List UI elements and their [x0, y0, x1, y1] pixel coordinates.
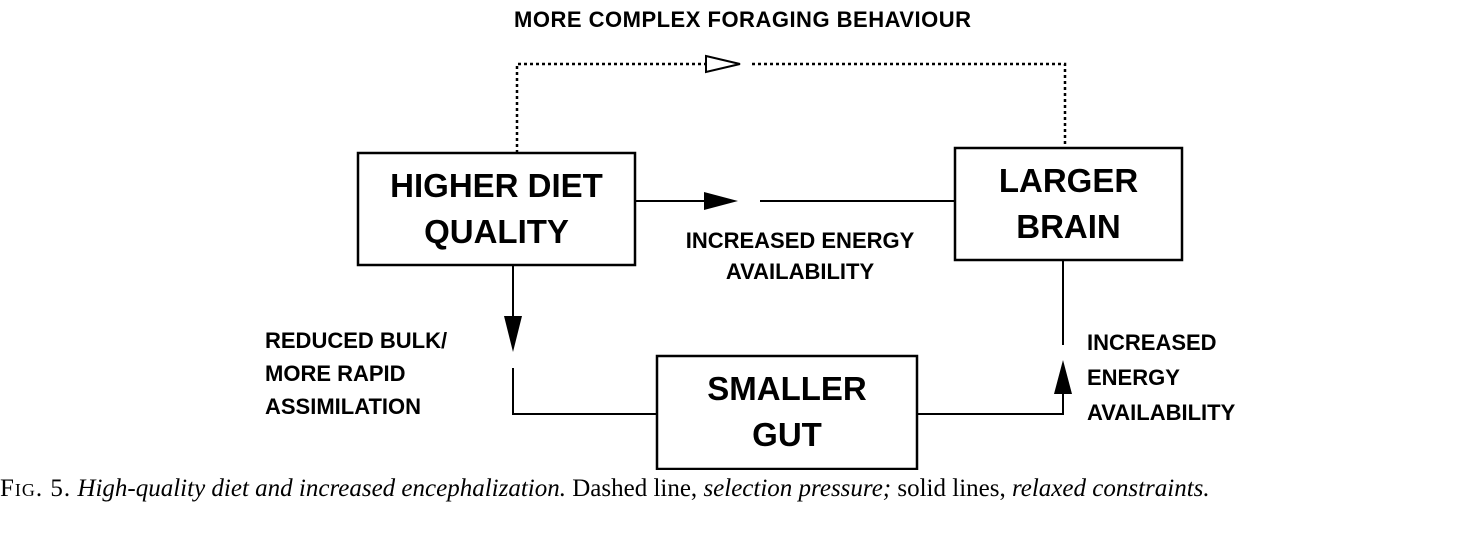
gut-box	[655, 354, 919, 470]
gut-box-label: SMALLER GUT	[657, 366, 917, 458]
brain-box-line-2: BRAIN	[1016, 208, 1121, 245]
dashed-selection-line	[515, 62, 710, 153]
caption-text-2: solid lines,	[897, 475, 1006, 502]
diet-box	[356, 151, 637, 267]
figure-number: Fig. 5.	[0, 475, 72, 502]
diet-to-gut-line	[512, 368, 657, 415]
diet-to-brain-arrowhead	[704, 192, 738, 210]
gut-box-line-1: SMALLER	[707, 370, 867, 407]
left-bulk-line-3: ASSIMILATION	[265, 394, 422, 419]
caption-text-1: Dashed line,	[572, 475, 698, 502]
gut-to-brain-line	[917, 392, 1064, 415]
diet-box-label: HIGHER DIET QUALITY	[358, 163, 635, 255]
right-energy-line-1: INCREASED	[1087, 330, 1217, 355]
diet-box-line-1: HIGHER DIET	[390, 167, 603, 204]
flow-diagram	[356, 54, 1184, 470]
top-label: MORE COMPLEX FORAGING BEHAVIOUR	[514, 7, 972, 32]
gut-to-brain-arrowhead	[1054, 360, 1072, 394]
center-energy-line-2: AVAILABILITY	[725, 259, 875, 284]
caption-term-2: relaxed constraints.	[1011, 475, 1210, 502]
right-energy-line-2: ENERGY	[1087, 365, 1180, 390]
diet-down-arrowhead	[504, 316, 522, 352]
center-energy-line-1: INCREASED ENERGY	[685, 228, 915, 253]
hollow-arrowhead	[705, 54, 741, 74]
caption-term-1: selection pressure;	[703, 475, 892, 502]
left-bulk-line-2: MORE RAPID	[265, 361, 406, 386]
diet-box-line-2: QUALITY	[424, 213, 569, 250]
caption-title: High-quality diet and increased encephal…	[77, 475, 566, 502]
gut-box-line-2: GUT	[752, 416, 822, 453]
brain-box-line-1: LARGER	[998, 162, 1139, 199]
center-energy-label: INCREASED ENERGY AVAILABILITY	[655, 225, 945, 287]
brain-box-label: LARGER BRAIN	[955, 158, 1182, 250]
right-energy-line-3: AVAILABILITY	[1087, 400, 1236, 425]
left-bulk-line-1: REDUCED BULK/	[265, 328, 448, 353]
brain-box	[953, 146, 1184, 262]
figure-caption: Fig. 5. High-quality diet and increased …	[0, 474, 1477, 503]
dashed-selection-line-right	[752, 62, 1067, 148]
left-bulk-label: REDUCED BULK/ MORE RAPID ASSIMILATION	[265, 324, 447, 423]
right-energy-label: INCREASED ENERGY AVAILABILITY	[1087, 325, 1235, 430]
